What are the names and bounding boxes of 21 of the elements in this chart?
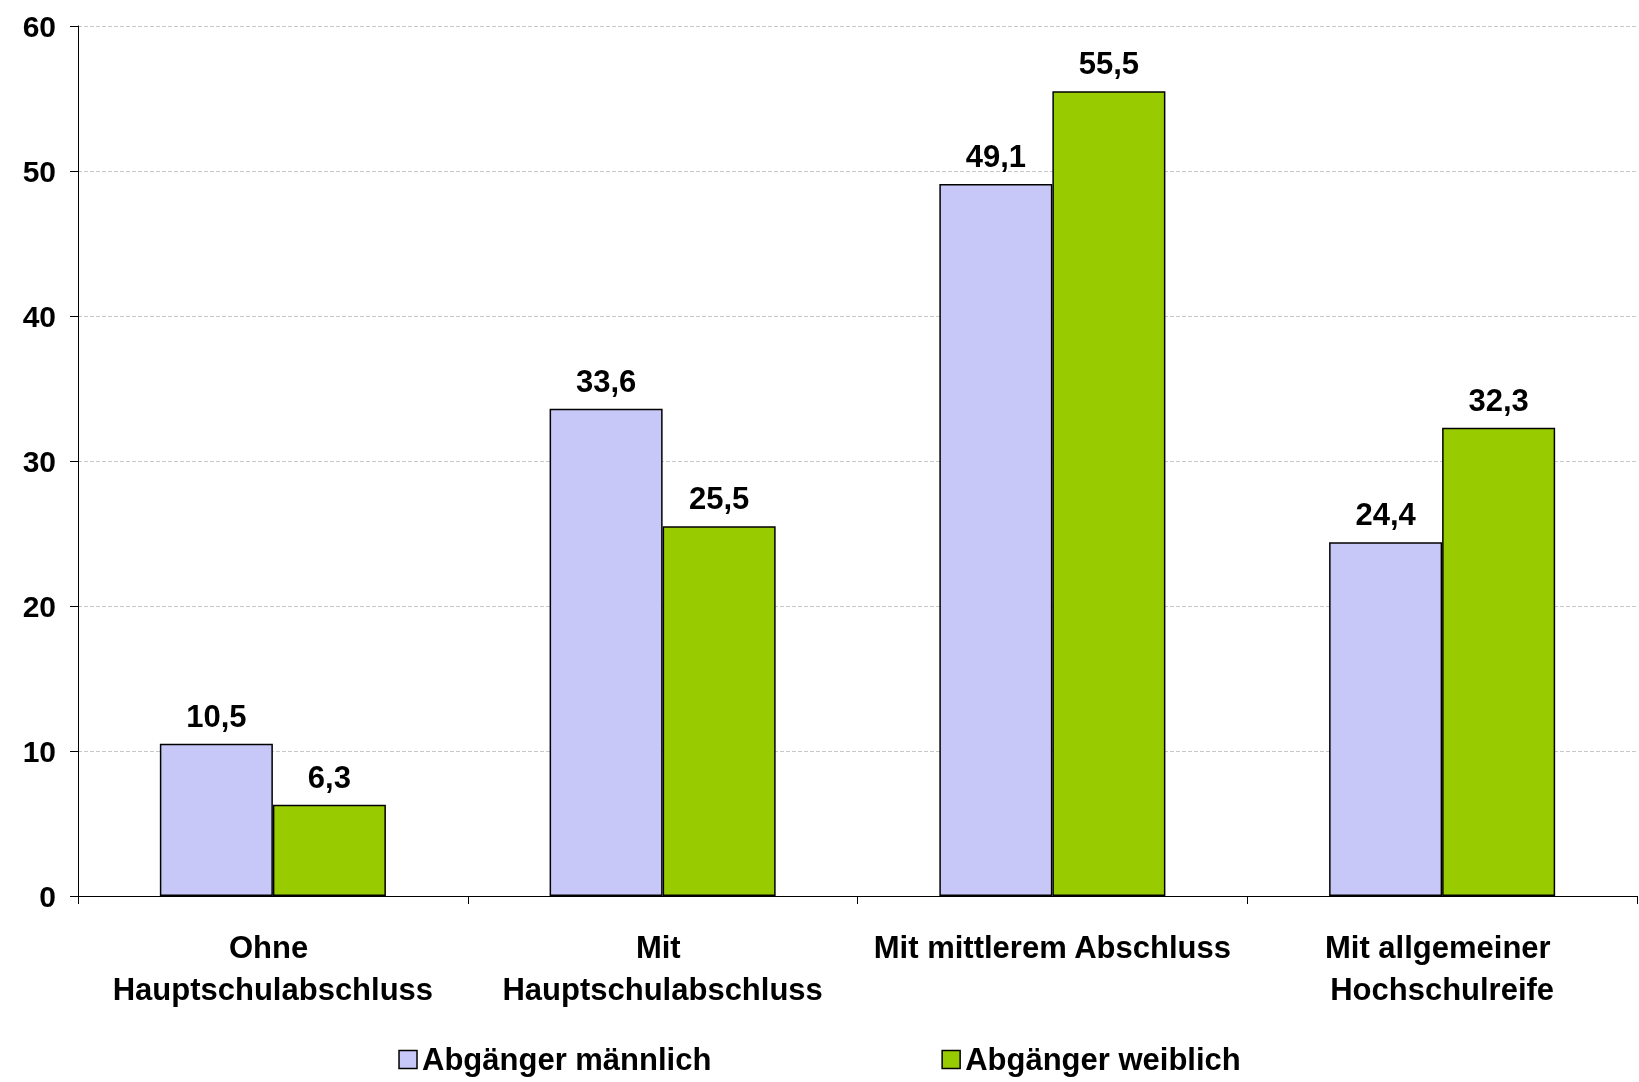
legend-label: Abgänger männlich	[422, 1042, 712, 1077]
x-tick-label: Ohne Hauptschulabschluss	[112, 929, 434, 1007]
y-tick-label: 50	[22, 154, 56, 188]
x-tick-label: Mit allgemeiner Hochschulreife	[1324, 929, 1560, 1007]
data-label: 32,3	[1468, 382, 1529, 418]
y-tick-label: 20	[22, 589, 56, 623]
y-tick-label: 30	[22, 444, 56, 478]
y-tick-label: 0	[39, 879, 56, 913]
y-tick-label: 10	[22, 734, 56, 768]
data-label: 49,1	[965, 139, 1027, 175]
data-label: 25,5	[688, 481, 750, 517]
x-tick-label: Mit Hauptschulabschluss	[502, 929, 823, 1007]
data-label: 55,5	[1078, 46, 1140, 82]
legend-label: Abgänger weiblich	[965, 1042, 1241, 1077]
data-label: 6,3	[307, 759, 351, 795]
data-label: 10,5	[186, 698, 247, 734]
x-tick-label: Mit mittlerem Abschluss	[873, 929, 1231, 965]
y-tick-label: 60	[22, 9, 56, 43]
data-label: 24,4	[1355, 497, 1417, 533]
y-tick-label: 40	[22, 299, 56, 333]
data-label: 33,6	[575, 363, 637, 399]
